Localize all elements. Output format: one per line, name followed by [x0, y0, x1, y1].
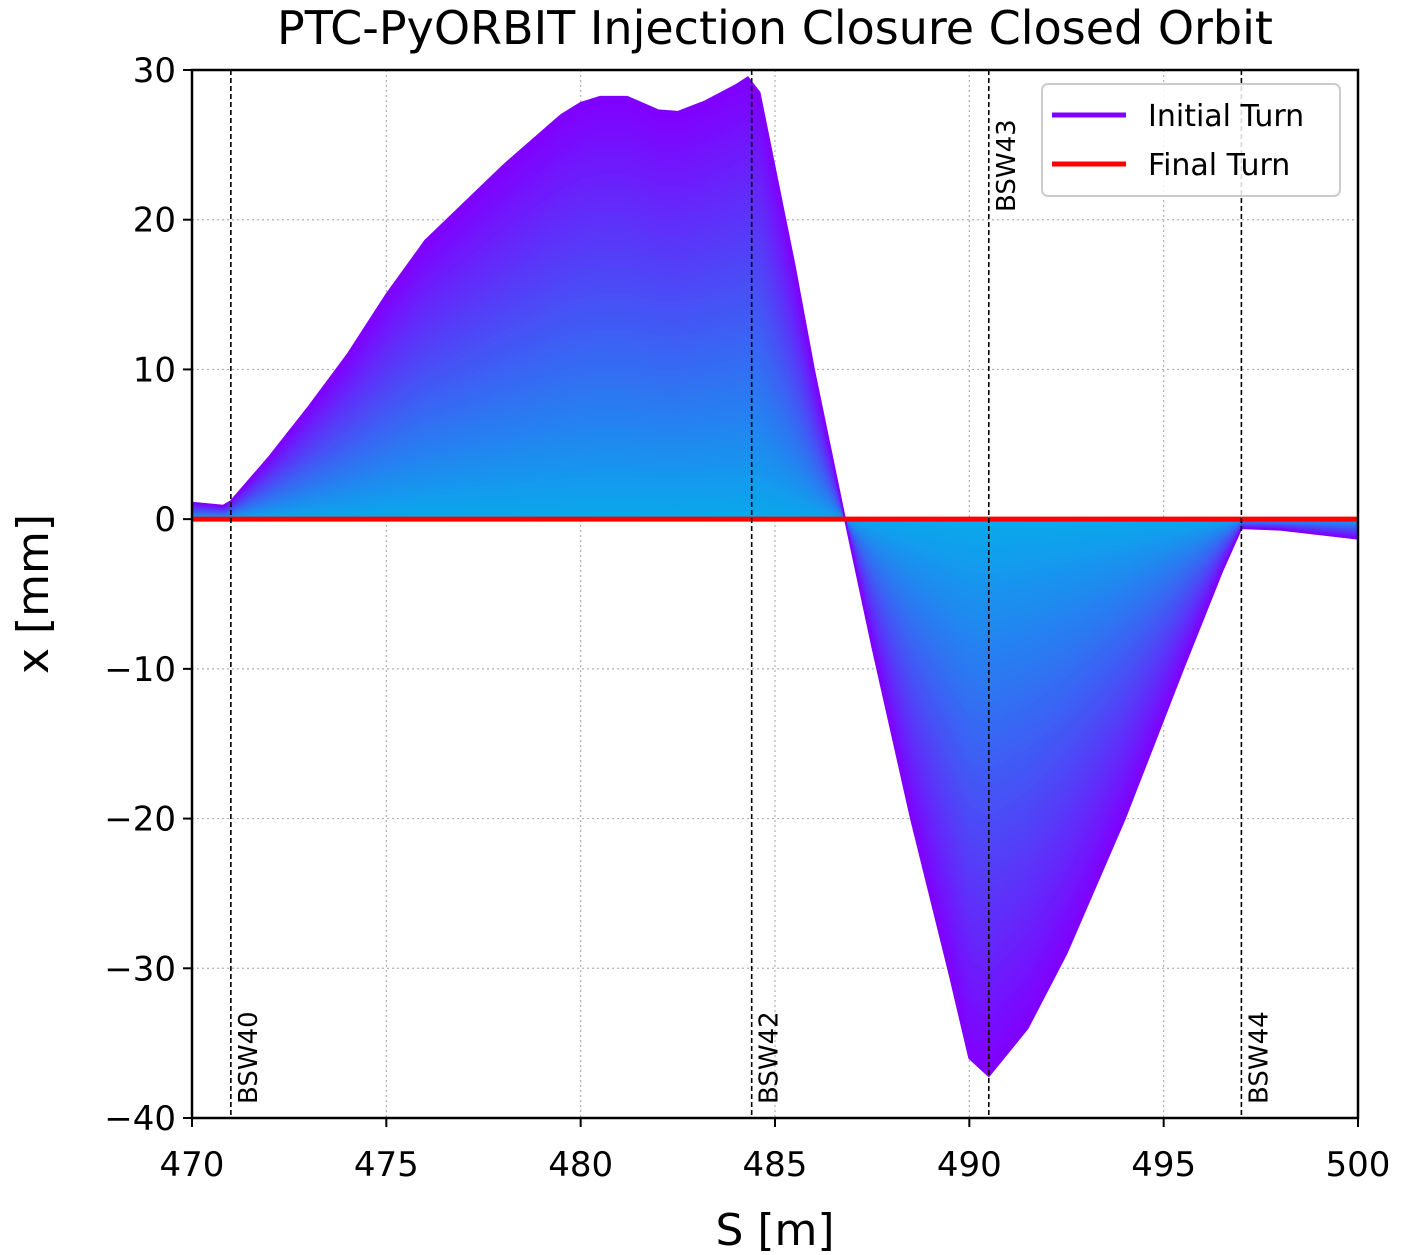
x-tick-label: 500: [1326, 1145, 1391, 1185]
y-tick-label: −20: [104, 800, 176, 840]
series-lines: [192, 76, 1358, 1078]
x-axis-title: S [m]: [715, 1205, 834, 1255]
chart-title: PTC-PyORBIT Injection Closure Closed Orb…: [277, 1, 1273, 55]
legend: Initial Turn Final Turn: [1041, 83, 1341, 197]
legend-label: Final Turn: [1148, 148, 1290, 183]
marker-label: BSW40: [234, 1011, 264, 1104]
y-tick-label: 10: [133, 350, 176, 390]
marker-label: BSW43: [992, 119, 1022, 212]
axis-ticks: 470 475 480 485 490 495 500 −40 −30 −20 −10 0 10 20 30: [104, 51, 1390, 1185]
y-tick-label: 20: [133, 201, 176, 241]
turn-band: [192, 504, 1358, 538]
legend-box: [1041, 83, 1341, 197]
y-tick-label: −10: [104, 650, 176, 690]
marker-bsw44: BSW44: [1240, 70, 1274, 1118]
marker-bsw42: BSW42: [750, 70, 785, 1118]
x-tick-label: 480: [548, 1145, 613, 1185]
x-tick-label: 485: [743, 1145, 808, 1185]
marker-label: BSW42: [755, 1011, 785, 1104]
y-tick-label: 0: [154, 500, 176, 540]
x-tick-label: 495: [1131, 1145, 1196, 1185]
x-tick-label: 475: [354, 1145, 419, 1185]
legend-label: Initial Turn: [1148, 99, 1304, 134]
x-tick-label: 470: [160, 1145, 225, 1185]
marker-bsw40: BSW40: [230, 70, 264, 1118]
turn-band: [192, 511, 1358, 529]
initial-turn-line: [192, 76, 1358, 1078]
y-axis-title: x [mm]: [8, 514, 59, 674]
element-markers: BSW40 BSW42 BSW43 BSW44: [230, 70, 1274, 1118]
x-tick-label: 490: [937, 1145, 1002, 1185]
y-tick-label: −40: [104, 1099, 176, 1139]
y-tick-label: −30: [104, 949, 176, 989]
marker-label: BSW44: [1244, 1011, 1274, 1104]
orbit-fill: [192, 77, 1358, 1077]
y-tick-label: 30: [133, 51, 176, 91]
marker-bsw43: BSW43: [987, 70, 1022, 1118]
